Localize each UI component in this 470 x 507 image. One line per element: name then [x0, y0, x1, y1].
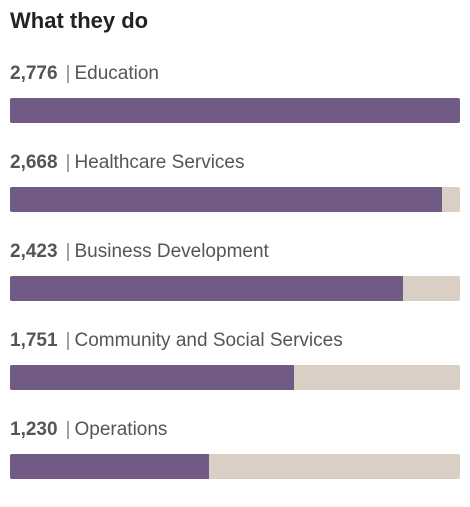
bar-list: 2,776 | Education 2,668 | Healthcare Services…: [10, 62, 460, 507]
bar-track: [10, 98, 460, 123]
bar-count: 2,776: [10, 63, 58, 84]
bar-row[interactable]: 2,776 | Education: [10, 62, 460, 151]
bar-row[interactable]: 1,230 | Operations: [10, 418, 460, 507]
bar-fill: [10, 187, 443, 212]
panel-title: What they do: [10, 8, 149, 33]
bar-count: 1,230: [10, 419, 58, 440]
bar-row[interactable]: 2,423 | Business Development: [10, 240, 460, 329]
bar-category-label: Education: [74, 63, 159, 84]
bar-fill: [10, 454, 210, 479]
what-they-do-panel: What they do 2,776 | Education 2,668 | Health…: [10, 8, 460, 479]
bar-category-label: Community and Social Services: [74, 330, 343, 351]
bar-category-label: Business Development: [74, 241, 269, 262]
bar-label-line: 2,423 | Business Development: [10, 240, 269, 264]
bar-track: [10, 365, 460, 390]
separator: |: [65, 241, 71, 262]
bar-row[interactable]: 1,751 | Community and Social Services: [10, 329, 460, 418]
bar-row[interactable]: 2,668 | Healthcare Services: [10, 151, 460, 240]
bar-fill: [10, 98, 460, 123]
separator: |: [65, 330, 71, 351]
bar-label-line: 1,230 | Operations: [10, 418, 167, 442]
bar-count: 1,751: [10, 330, 58, 351]
bar-label-line: 1,751 | Community and Social Services: [10, 329, 343, 353]
separator: |: [65, 419, 71, 440]
bar-category-label: Healthcare Services: [74, 152, 245, 173]
separator: |: [65, 152, 71, 173]
bar-count: 2,423: [10, 241, 58, 262]
bar-track: [10, 187, 460, 212]
bar-fill: [10, 365, 294, 390]
bar-label-line: 2,776 | Education: [10, 62, 159, 86]
bar-fill: [10, 276, 403, 301]
bar-track: [10, 454, 460, 479]
bar-count: 2,668: [10, 152, 58, 173]
separator: |: [65, 63, 71, 84]
bar-label-line: 2,668 | Healthcare Services: [10, 151, 245, 175]
bar-track: [10, 276, 460, 301]
bar-category-label: Operations: [74, 419, 168, 440]
